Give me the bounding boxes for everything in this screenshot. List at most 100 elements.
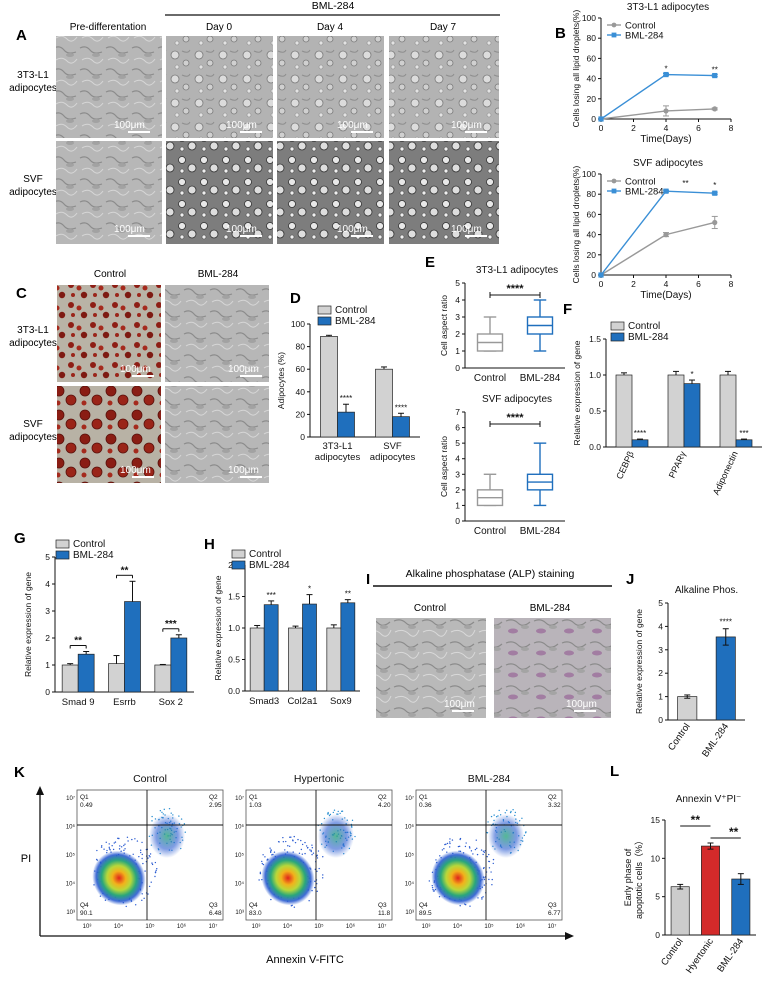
x-axis-label: Time(Days) — [640, 134, 691, 145]
bar — [61, 664, 79, 693]
scale-bar — [132, 476, 154, 478]
flow-event-dot — [433, 890, 436, 892]
flow-event-dot — [151, 820, 153, 822]
series-line — [600, 190, 715, 276]
quadrant-value-q3: 6.48 — [209, 910, 222, 917]
y-tick-label: 10³ — [66, 910, 75, 916]
scale-bar — [128, 235, 150, 237]
flow-event-dot — [332, 811, 335, 814]
significance-label: ** — [712, 66, 718, 75]
series-line — [600, 108, 715, 120]
y-tick-label: 100 — [291, 319, 305, 329]
micrograph-oilred-3t3-control — [57, 285, 161, 382]
flow-event-dot — [459, 905, 461, 907]
flow-event-dot — [282, 836, 284, 839]
x-category-label: adipocytes — [315, 452, 361, 463]
flow-event-dot — [149, 856, 151, 858]
flow-event-dot — [170, 812, 172, 814]
flow-density-main — [92, 850, 146, 906]
flow-event-dot — [509, 811, 512, 814]
panel-a-scale-bars: 100μm 100μm 100μm 100μm 100μm 100μm 100μ… — [114, 120, 487, 237]
quadrant-value-q2: 4.20 — [378, 802, 391, 809]
x-category-label: Control — [659, 936, 686, 967]
flow-event-dot — [311, 847, 314, 849]
flow-event-dot — [113, 842, 115, 844]
panel-c-row2-line1: SVF — [23, 419, 42, 430]
x-tick-label: 10⁶ — [516, 923, 526, 930]
x-tick-label: 10⁶ — [346, 923, 356, 930]
quadrant-value-q1: 1.03 — [249, 802, 262, 809]
significance-label: **** — [720, 618, 732, 627]
scale-bar — [132, 375, 154, 377]
y-tick-label: 1 — [455, 346, 460, 356]
bar — [124, 601, 141, 693]
y-tick-label: 20 — [296, 409, 306, 419]
flow-density-secondary — [488, 814, 524, 858]
quadrant-label-q4: Q4 — [419, 902, 428, 909]
y-tick-label: 10⁶ — [405, 824, 415, 831]
panel-h-letter: H — [204, 536, 215, 553]
y-axis-label: Cells losing all lipid droplets(%) — [571, 166, 581, 284]
flow-event-dot — [258, 879, 260, 881]
flow-event-dot — [259, 872, 262, 875]
series-line — [600, 221, 715, 276]
bar — [326, 627, 342, 692]
flow-event-dot — [282, 841, 285, 843]
flow-event-dot — [123, 849, 125, 852]
flow-event-dot — [111, 844, 113, 847]
flow-event-dot — [148, 885, 151, 888]
scale-bar — [240, 235, 262, 237]
scale-bar-label: 100μm — [451, 120, 482, 131]
flow-event-dot — [482, 896, 484, 898]
bar — [263, 604, 279, 692]
legend-label: BML-284 — [625, 31, 664, 42]
quadrant-value-q4: 90.1 — [80, 910, 93, 917]
x-tick-label: 0 — [599, 123, 604, 133]
flow-event-dot — [293, 906, 296, 908]
flow-event-dot — [288, 845, 291, 847]
panel-f-letter: F — [563, 301, 572, 318]
data-point — [712, 219, 718, 226]
flow-event-dot — [138, 855, 140, 858]
scale-bar-label: 100μm — [228, 465, 259, 476]
panel-i-col-bml: BML-284 — [530, 603, 571, 614]
flow-event-dot — [292, 839, 294, 841]
y-tick-label: 7 — [455, 407, 460, 417]
flow-event-dot — [431, 886, 434, 889]
y-tick-label: 0 — [300, 432, 305, 442]
panel-g-letter: G — [14, 530, 26, 547]
x-tick-label: 10⁷ — [378, 923, 387, 930]
panel-c-letter: C — [16, 285, 27, 302]
flow-event-dot — [443, 848, 445, 850]
y-tick-label: 20 — [587, 94, 597, 104]
flow-event-dot — [504, 812, 506, 814]
y-tick-label: 10⁶ — [66, 824, 76, 831]
flow-plot-frame — [76, 789, 224, 921]
quadrant-label-q3: Q3 — [378, 902, 387, 909]
significance-label: *** — [739, 429, 748, 438]
x-tick-label: 6 — [696, 123, 701, 133]
x-tick-label: 10⁵ — [484, 923, 494, 930]
arrow-right-icon — [565, 932, 574, 940]
y-axis-label: Relative expression of gene — [23, 572, 33, 677]
flow-event-dot — [96, 849, 98, 852]
quadrant-label-q2: Q2 — [209, 794, 218, 801]
panel-h-bar-chart: 0.00.51.01.52.0Relative expression of ge… — [213, 549, 360, 707]
panel-a-row2-line1: SVF — [23, 174, 42, 185]
flow-event-dot — [448, 846, 451, 848]
bar — [670, 886, 690, 936]
flow-event-dot — [183, 823, 186, 825]
panel-c-micrographs: C Control BML-284 3T3-L1 adipocytes SVF … — [9, 269, 269, 483]
flow-event-dot — [141, 857, 143, 860]
legend-label: Control — [625, 177, 656, 188]
flow-event-dot — [311, 844, 313, 846]
flow-event-dot — [492, 862, 494, 865]
y-tick-label: 0 — [45, 687, 50, 697]
flow-event-dot — [141, 853, 143, 856]
significance-label: * — [713, 181, 716, 190]
y-axis-label: Early phase of — [623, 848, 633, 906]
flow-event-dot — [486, 855, 488, 858]
flow-event-dot — [475, 839, 477, 841]
significance-label: **** — [340, 394, 352, 403]
y-tick-label: 1 — [658, 692, 663, 702]
